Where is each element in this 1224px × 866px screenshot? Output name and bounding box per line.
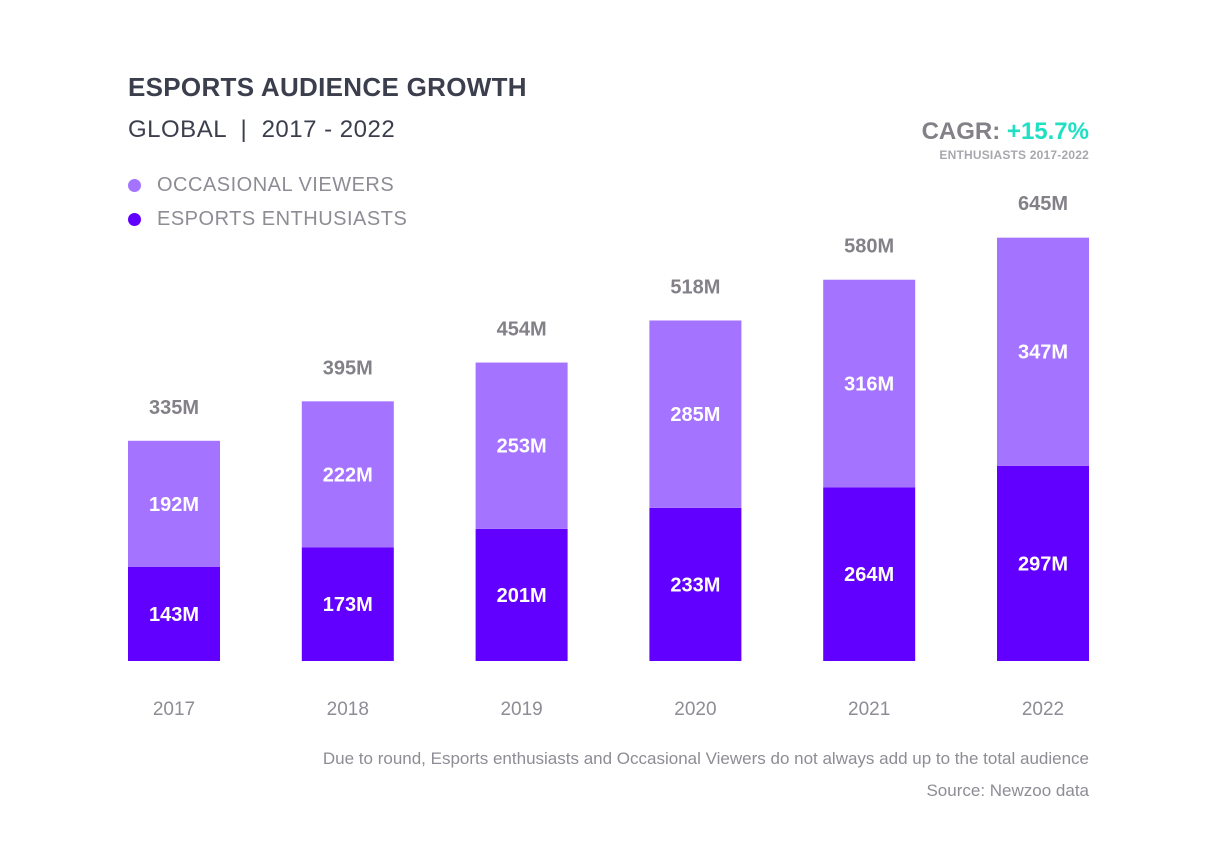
legend-item-occasional-viewers: OCCASIONAL VIEWERS bbox=[128, 174, 394, 197]
legend-swatch-occasional bbox=[128, 179, 141, 192]
bar-enthusiasts-2017 bbox=[128, 566, 220, 661]
bar-enthusiasts-2021 bbox=[823, 487, 916, 661]
bar-occasional-2018 bbox=[301, 401, 394, 548]
data-label: 173M bbox=[323, 594, 373, 616]
bar-occasional-2020 bbox=[649, 320, 742, 508]
data-label: 143M bbox=[149, 604, 199, 626]
bar-enthusiasts-2022 bbox=[997, 465, 1089, 661]
x-tick-label: 2019 bbox=[500, 699, 542, 720]
total-label: 518M bbox=[670, 276, 720, 298]
x-tick-label: 2020 bbox=[674, 699, 716, 720]
bar-occasional-2021 bbox=[823, 279, 916, 488]
cagr-value: CAGR: +15.7% bbox=[922, 118, 1089, 146]
legend-swatch-enthusiasts bbox=[128, 213, 141, 226]
x-tick-label: 2017 bbox=[153, 699, 195, 720]
data-label: 264M bbox=[844, 564, 894, 586]
bar-enthusiasts-2019 bbox=[475, 528, 568, 661]
cagr-label: CAGR: bbox=[921, 118, 1001, 145]
bar-occasional-2019 bbox=[475, 362, 568, 529]
data-label: 253M bbox=[497, 436, 547, 458]
footnote: Due to round, Esports enthusiasts and Oc… bbox=[322, 749, 1089, 768]
bar-enthusiasts-2020 bbox=[649, 507, 742, 661]
data-label: 192M bbox=[149, 494, 199, 516]
total-label: 645M bbox=[1018, 193, 1068, 215]
source-note: Source: Newzoo data bbox=[926, 781, 1089, 800]
legend-label: OCCASIONAL VIEWERS bbox=[157, 174, 395, 196]
total-label: 395M bbox=[323, 357, 373, 379]
total-label: 580M bbox=[844, 236, 894, 258]
chart-title: ESPORTS AUDIENCE GROWTH bbox=[128, 72, 527, 102]
x-tick-label: 2018 bbox=[327, 699, 369, 720]
bar-enthusiasts-2018 bbox=[301, 547, 394, 661]
data-label: 201M bbox=[497, 585, 547, 607]
total-label: 454M bbox=[497, 319, 547, 341]
legend-item-esports-enthusiasts: ESPORTS ENTHUSIASTS bbox=[128, 208, 407, 231]
data-label: 347M bbox=[1018, 342, 1068, 364]
x-tick-label: 2021 bbox=[848, 699, 890, 720]
bar-occasional-2017 bbox=[128, 440, 220, 567]
x-tick-label: 2022 bbox=[1022, 699, 1064, 720]
cagr-sublabel: ENTHUSIASTS 2017-2022 bbox=[939, 148, 1089, 162]
data-label: 316M bbox=[844, 374, 894, 396]
cagr-percent: +15.7% bbox=[1006, 118, 1089, 145]
data-label: 297M bbox=[1018, 553, 1068, 575]
total-label: 335M bbox=[149, 397, 199, 419]
data-label: 285M bbox=[670, 404, 720, 426]
bar-occasional-2022 bbox=[997, 237, 1089, 466]
data-label: 222M bbox=[323, 464, 373, 486]
legend-label: ESPORTS ENTHUSIASTS bbox=[157, 208, 408, 230]
chart-subtitle: GLOBAL | 2017 - 2022 bbox=[128, 116, 396, 143]
data-label: 233M bbox=[670, 574, 720, 596]
